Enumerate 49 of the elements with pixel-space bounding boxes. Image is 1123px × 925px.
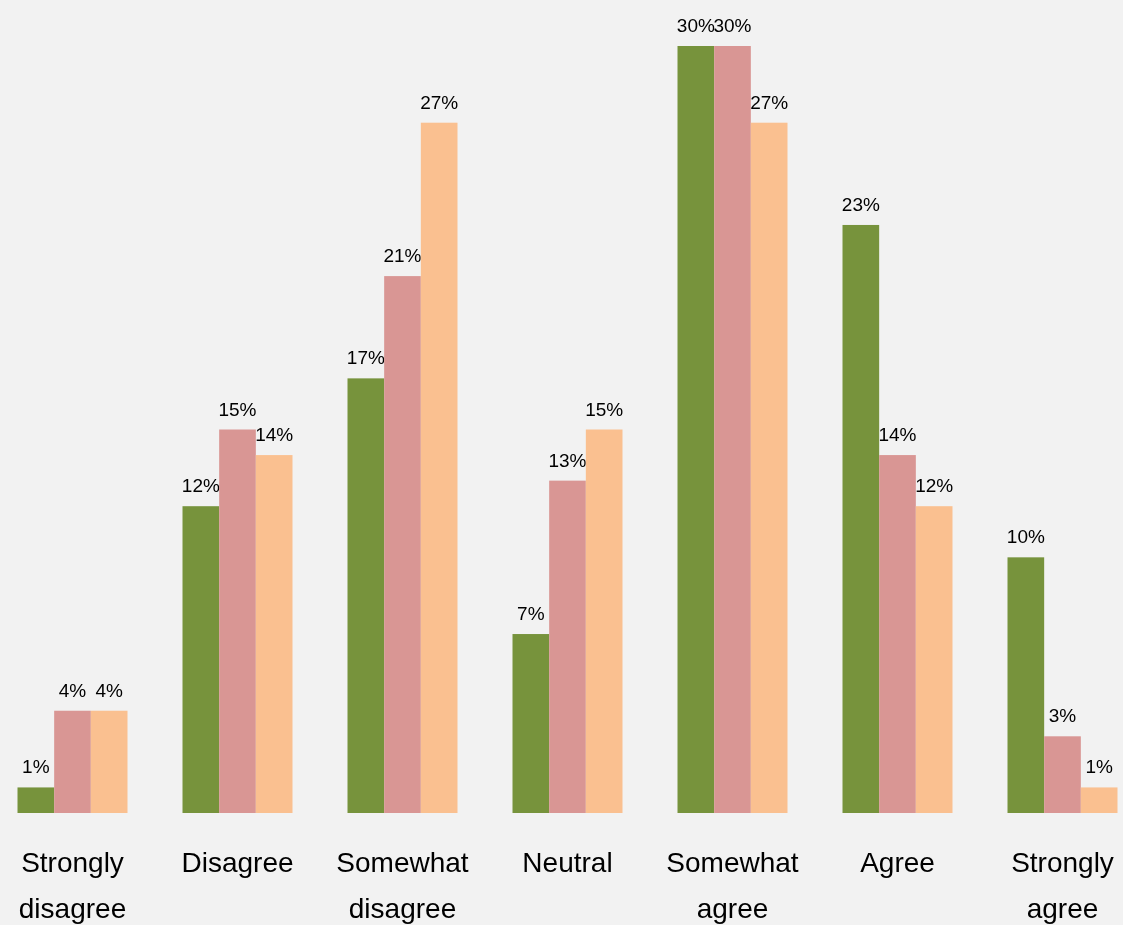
bar: [219, 429, 256, 813]
bar: [512, 634, 550, 813]
bar: [879, 455, 916, 813]
bar: [384, 276, 421, 813]
bar: [90, 710, 128, 813]
bar: [255, 455, 293, 813]
data-label: 1%: [22, 756, 50, 778]
data-label: 1%: [1085, 756, 1113, 778]
data-label: 27%: [750, 91, 789, 113]
data-label: 13%: [548, 449, 587, 471]
data-label: 4%: [58, 679, 87, 701]
bar: [182, 506, 220, 813]
data-label: 27%: [420, 91, 459, 113]
bar: [750, 122, 788, 813]
data-label: 7%: [517, 603, 545, 625]
data-label: 30%: [713, 15, 752, 36]
data-label: 15%: [218, 398, 257, 420]
bar: [1044, 736, 1081, 813]
bar: [714, 46, 751, 813]
data-label: 17%: [346, 347, 385, 369]
x-tick-label: Disagree: [181, 847, 294, 878]
x-tick-label: Neutral: [522, 847, 613, 878]
bar: [54, 710, 91, 813]
data-label: 30%: [676, 15, 715, 36]
data-label: 10%: [1006, 526, 1045, 548]
x-tick-label: Somewhat disagree: [336, 847, 469, 924]
bar: [549, 480, 586, 813]
data-label: 12%: [915, 475, 954, 497]
bar: [842, 224, 880, 813]
data-label: 21%: [383, 245, 422, 267]
x-tick-label: Agree: [860, 847, 935, 878]
x-tick-label: Strongly disagree: [18, 847, 127, 924]
bar: [17, 787, 55, 813]
data-label: 15%: [585, 398, 624, 420]
bar: [420, 122, 458, 813]
data-label: 3%: [1048, 705, 1077, 727]
x-tick-label: Somewhat agree: [666, 847, 799, 924]
data-label: 12%: [181, 475, 220, 497]
bar: [1007, 557, 1045, 813]
data-label: 23%: [841, 193, 880, 215]
bar: [585, 429, 623, 813]
bar: [347, 378, 385, 813]
data-label: 14%: [878, 424, 917, 446]
x-tick-label: Strongly agree: [1011, 847, 1114, 924]
bar: [915, 506, 953, 813]
data-label: 14%: [255, 424, 294, 446]
data-label: 4%: [95, 679, 123, 701]
bar: [677, 46, 715, 813]
bar: [1080, 787, 1118, 813]
